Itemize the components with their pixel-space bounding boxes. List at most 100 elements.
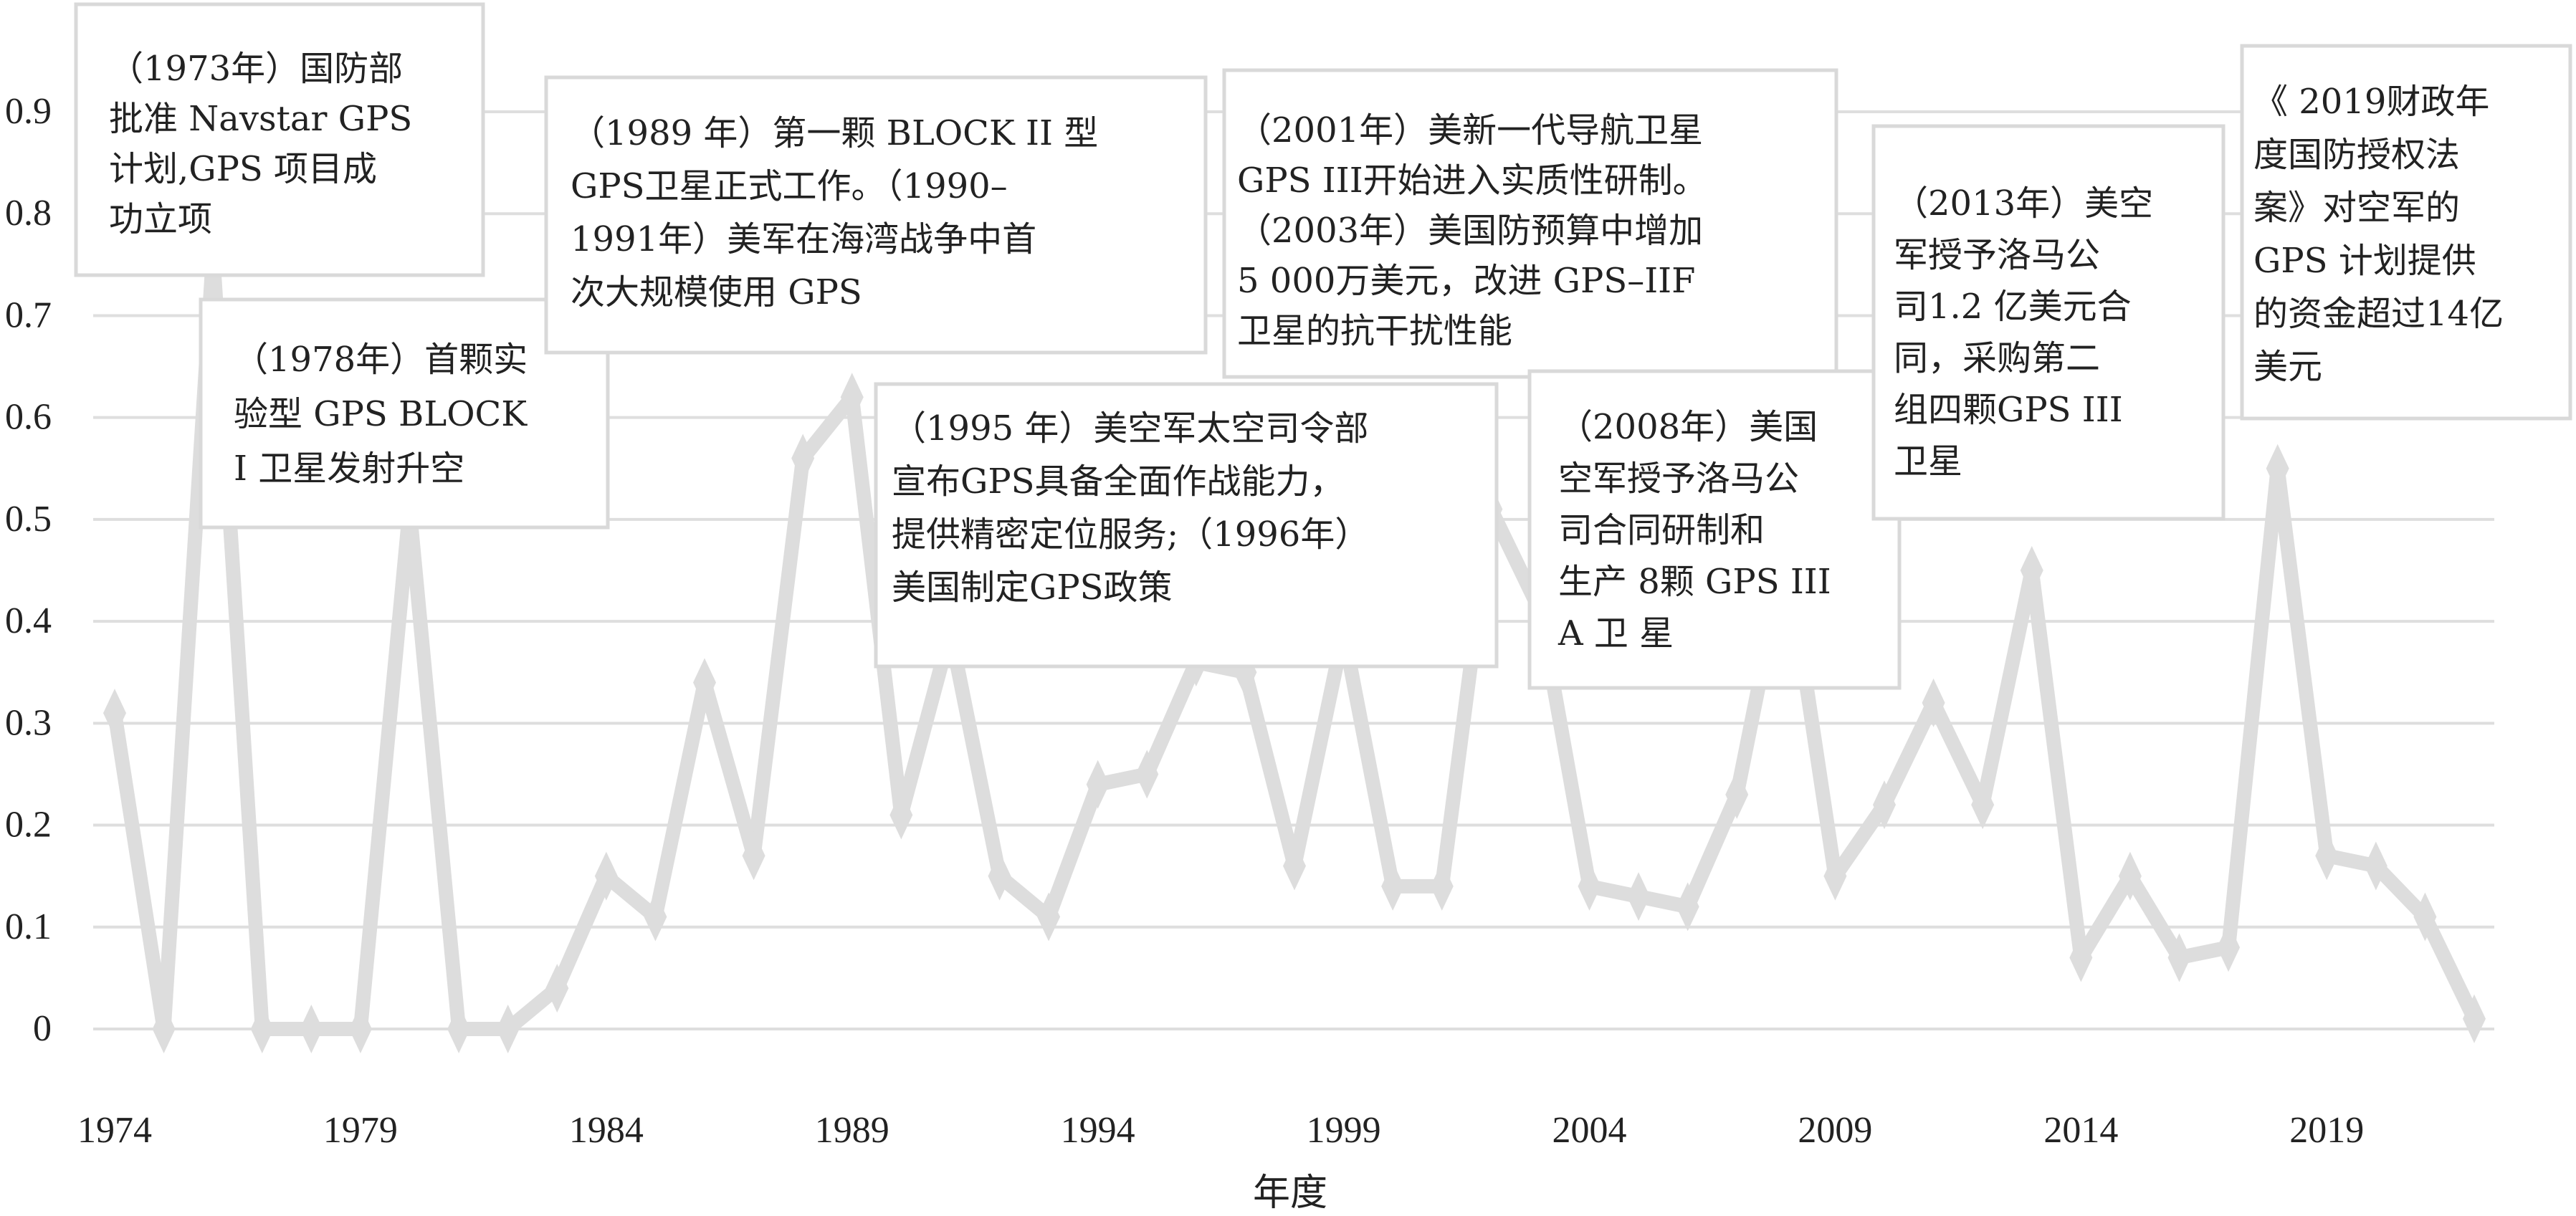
annotation-text: 《 2019财政年: [2253, 82, 2489, 122]
annotation-text: 宣布GPS具备全面作战能力，: [892, 461, 1345, 502]
annotation-box: [544, 75, 1208, 355]
data-point: [644, 892, 667, 942]
data-point: [889, 790, 913, 840]
annotation-text: GPS 计划提供: [2253, 241, 2476, 281]
data-point: [1922, 678, 1945, 727]
data-point: [1086, 760, 1110, 809]
y-tick-label: 0.7: [5, 295, 52, 335]
annotation-text: GPS III开始进入实质性研制。: [1237, 161, 1707, 201]
y-tick-label: 0.5: [5, 499, 52, 540]
data-point: [348, 1005, 372, 1053]
annotation-text: 美国制定GPS政策: [892, 568, 1173, 608]
data-point: [103, 689, 126, 738]
annotation-text: （1973年）国防部: [109, 49, 403, 89]
annotation-text: 提供精密定位服务;（1996年）: [892, 514, 1369, 555]
annotation-text: 案》对空军的: [2253, 188, 2460, 228]
x-tick-label: 2014: [2043, 1110, 2118, 1151]
data-point: [2463, 994, 2486, 1043]
data-point: [2315, 831, 2339, 881]
annotation-text: 司合同研制和: [1558, 510, 1765, 550]
y-tick-label: 0.2: [5, 805, 52, 846]
annotation-text: 生产 8颗 GPS III: [1558, 562, 1831, 602]
annotation-box: [199, 297, 610, 530]
data-point: [1725, 770, 1749, 819]
data-point: [594, 851, 618, 901]
annotation-text: GPS卫星正式工作。（1990–: [571, 166, 1008, 206]
annotation-text: 功立项: [109, 199, 212, 239]
annotation-text: 美元: [2253, 347, 2322, 387]
data-point: [2167, 933, 2191, 982]
annotation-text: 1991年）美军在海湾战争中首: [571, 219, 1036, 259]
y-tick-label: 0.4: [5, 600, 52, 641]
annotation-text: 军授予洛马公: [1894, 235, 2100, 275]
annotation-text: 司1.2 亿美元合: [1894, 287, 2132, 327]
annotation-text: I 卫星发射升空: [234, 449, 464, 489]
data-point: [2364, 841, 2387, 891]
y-tick-label: 0: [33, 1008, 52, 1049]
annotation-box: [2240, 44, 2572, 421]
y-axis-ticks: 0 0.1 0.2 0.3 0.4 0.5 0.6 0.7 0.8 0.9: [5, 91, 52, 1049]
annotation-box: [1527, 369, 1902, 690]
x-tick-label: 1999: [1307, 1110, 1381, 1151]
data-point: [1823, 851, 1847, 901]
annotation-text: （2013年）美空: [1894, 183, 2153, 224]
data-point: [1135, 750, 1159, 799]
data-point: [693, 658, 716, 707]
annotation-3: （1989 年）第一颗 BLOCK II 型 GPS卫星正式工作。（1990– 19…: [544, 75, 1208, 355]
data-point: [988, 851, 1011, 901]
annotation-text: （2003年）美国防预算中增加: [1237, 211, 1703, 251]
x-tick-label: 2009: [1798, 1110, 1872, 1151]
data-point: [447, 1005, 471, 1053]
data-point: [545, 964, 569, 1013]
data-point: [2020, 546, 2043, 595]
annotation-text: 5 000万美元，改进 GPS–IIF: [1237, 261, 1695, 301]
annotation-5: （2001年）美新一代导航卫星 GPS III开始进入实质性研制。 （2003年）美…: [1222, 68, 1838, 379]
x-tick-label: 1979: [323, 1110, 398, 1151]
data-point: [1578, 861, 1601, 911]
y-tick-label: 0.9: [5, 91, 52, 132]
data-point: [1430, 861, 1454, 911]
annotation-text: （2001年）美新一代导航卫星: [1237, 110, 1703, 150]
data-point: [1283, 841, 1306, 891]
annotation-text: （1978年）首颗实: [234, 340, 528, 380]
annotation-text: 批准 Navstar GPS: [109, 99, 412, 139]
annotation-box: [74, 2, 485, 277]
y-tick-label: 0.1: [5, 906, 52, 947]
annotation-text: （1989 年）第一颗 BLOCK II 型: [571, 113, 1098, 153]
annotation-box: [1222, 68, 1838, 379]
data-point: [2217, 923, 2241, 972]
x-axis-label: 年度: [1253, 1172, 1327, 1215]
data-point: [1627, 872, 1651, 921]
annotation-text: （2008年）美国: [1558, 407, 1818, 447]
annotation-text: 同，采购第二: [1894, 338, 2100, 378]
y-tick-label: 0.6: [5, 397, 52, 438]
annotation-text: 计划,GPS 项目成: [109, 149, 377, 189]
x-axis-ticks: 1974 1979 1984 1989 1994 1999 2004 2009 2014 2019: [77, 1110, 2364, 1151]
annotation-text: 卫星: [1894, 441, 1962, 482]
x-tick-label: 1974: [77, 1110, 152, 1151]
data-point: [250, 1005, 274, 1053]
data-point: [1381, 861, 1405, 911]
annotation-text: 验型 GPS BLOCK: [234, 394, 528, 434]
data-point: [300, 1005, 323, 1053]
annotation-text: 空军授予洛马公: [1558, 459, 1799, 499]
annotation-text: 卫星的抗干扰性能: [1237, 311, 1512, 351]
annotation-text: A 卫 星: [1557, 613, 1674, 654]
data-point: [496, 1005, 520, 1053]
data-point: [2118, 851, 2142, 901]
x-tick-label: 2019: [2289, 1110, 2364, 1151]
x-tick-label: 1994: [1061, 1110, 1135, 1151]
x-tick-label: 2004: [1552, 1110, 1627, 1151]
data-point: [840, 373, 864, 422]
annotation-text: （1995 年）美空军太空司令部: [892, 408, 1368, 449]
data-point: [1873, 780, 1896, 830]
x-tick-label: 1989: [815, 1110, 889, 1151]
